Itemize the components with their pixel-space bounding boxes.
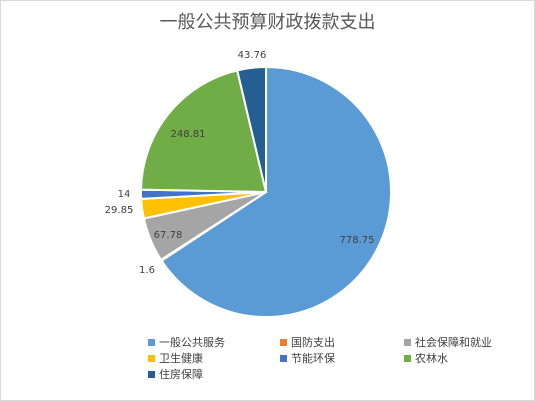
legend-item-environment: 节能环保 [280,351,404,365]
legend-label: 住房保障 [159,368,203,381]
pie-slice [236,65,267,193]
legend-label: 国防支出 [291,336,335,349]
data-label: 29.85 [105,205,134,216]
data-label: 1.6 [139,265,155,276]
legend-label: 节能环保 [291,352,335,365]
legend-item-general-public-services: 一般公共服务 [148,335,280,349]
legend-item-social-security: 社会保障和就业 [404,335,528,349]
legend-label: 一般公共服务 [159,336,225,349]
legend-swatch [280,354,287,362]
pie-slice [160,65,392,318]
legend-swatch [404,338,411,346]
legend-swatch [404,354,411,362]
legend-label: 社会保障和就业 [415,336,492,349]
legend-swatch [148,354,155,362]
chart-legend: 一般公共服务 国防支出 社会保障和就业 卫生健康 节能环保 农林水 住房保障 [148,335,528,381]
legend-item-defense: 国防支出 [280,335,404,349]
data-label: 43.76 [238,50,267,61]
legend-item-health: 卫生健康 [148,351,280,365]
legend-swatch [148,338,155,346]
legend-swatch [148,370,155,378]
data-label: 778.75 [340,235,375,246]
chart-title: 一般公共预算财政拨款支出 [159,12,376,33]
data-label: 14 [118,189,131,200]
legend-label: 农林水 [415,352,448,365]
legend-label: 卫生健康 [159,352,203,365]
data-label: 67.78 [154,230,183,241]
legend-item-housing: 住房保障 [148,367,280,381]
legend-item-agriculture: 农林水 [404,351,528,365]
legend-swatch [280,338,287,346]
data-label: 248.81 [171,129,206,140]
pie-slice [140,69,268,194]
pie-chart: 778.75 1.6 67.78 29.85 14 248.81 43.76 [105,50,392,318]
